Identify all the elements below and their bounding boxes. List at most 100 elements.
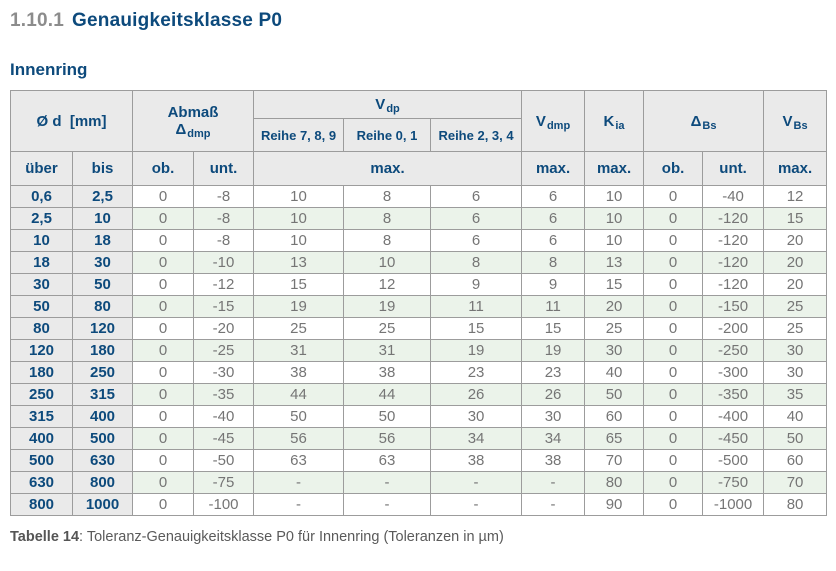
col-header-ob-1: ob.	[132, 151, 195, 186]
value-cell: 26	[430, 383, 523, 406]
value-cell: -8	[193, 185, 255, 208]
value-cell: -40	[702, 185, 765, 208]
value-cell: -	[521, 493, 586, 516]
value-cell: 11	[521, 295, 586, 318]
col-header-dbs: ΔBs	[643, 90, 765, 152]
value-cell: 34	[521, 427, 586, 450]
value-cell: 8	[343, 185, 432, 208]
value-cell: -120	[702, 273, 765, 296]
value-cell: 0	[132, 185, 195, 208]
value-cell: -750	[702, 471, 765, 494]
col-header-vbs: VBs	[763, 90, 828, 152]
value-cell: 6	[430, 185, 523, 208]
value-cell: -10	[193, 251, 255, 274]
range-cell: 30	[71, 251, 134, 274]
value-cell: 25	[253, 317, 345, 340]
range-cell: 250	[71, 361, 134, 384]
range-cell: 250	[10, 383, 73, 406]
value-cell: 0	[643, 449, 704, 472]
range-cell: 800	[10, 493, 73, 516]
value-cell: 30	[521, 405, 586, 428]
value-cell: 15	[253, 273, 345, 296]
value-cell: 0	[643, 317, 704, 340]
range-cell: 0,6	[10, 185, 73, 208]
value-cell: 90	[584, 493, 645, 516]
col-header-vdp: Vdp	[253, 90, 523, 119]
value-cell: -120	[702, 229, 765, 252]
value-cell: 25	[763, 295, 828, 318]
value-cell: 19	[521, 339, 586, 362]
col-header-max-vdp: max.	[253, 151, 523, 186]
value-cell: 20	[763, 273, 828, 296]
value-cell: -	[343, 493, 432, 516]
range-cell: 180	[71, 339, 134, 362]
table-row: 500 630 0 -50 63 63 38 38 70 0 -500 60	[10, 449, 828, 472]
value-cell: 10	[253, 207, 345, 230]
value-cell: -25	[193, 339, 255, 362]
table-row: 250 315 0 -35 44 44 26 26 50 0 -350 35	[10, 383, 828, 406]
value-cell: 40	[584, 361, 645, 384]
range-cell: 10	[10, 229, 73, 252]
col-header-diameter: Ø d [mm]	[9, 90, 134, 152]
value-cell: 10	[584, 229, 645, 252]
value-cell: 25	[584, 317, 645, 340]
range-cell: 18	[10, 251, 73, 274]
value-cell: -	[430, 493, 523, 516]
value-cell: 0	[643, 273, 704, 296]
value-cell: 80	[584, 471, 645, 494]
value-cell: 0	[132, 207, 195, 230]
value-cell: 23	[521, 361, 586, 384]
value-cell: 63	[253, 449, 345, 472]
value-cell: 0	[643, 339, 704, 362]
value-cell: 10	[584, 207, 645, 230]
value-cell: 0	[643, 295, 704, 318]
value-cell: 13	[253, 251, 345, 274]
value-cell: 0	[132, 295, 195, 318]
value-cell: 20	[584, 295, 645, 318]
value-cell: 31	[253, 339, 345, 362]
value-cell: 20	[763, 229, 828, 252]
subsection-heading: Innenring	[10, 60, 88, 79]
value-cell: 60	[584, 405, 645, 428]
value-cell: 8	[343, 229, 432, 252]
value-cell: 15	[763, 207, 828, 230]
col-header-unt-1: unt.	[193, 151, 255, 186]
table-row: 18 30 0 -10 13 10 8 8 13 0 -120 20	[10, 251, 828, 274]
value-cell: 0	[132, 449, 195, 472]
table-caption-label: Tabelle 14	[10, 529, 80, 545]
value-cell: -	[430, 471, 523, 494]
value-cell: 6	[521, 185, 586, 208]
range-cell: 500	[71, 427, 134, 450]
value-cell: 38	[430, 449, 523, 472]
value-cell: 26	[521, 383, 586, 406]
value-cell: -75	[193, 471, 255, 494]
range-cell: 18	[71, 229, 134, 252]
table-row: 400 500 0 -45 56 56 34 34 65 0 -450 50	[10, 427, 828, 450]
value-cell: 0	[643, 361, 704, 384]
value-cell: -8	[193, 207, 255, 230]
value-cell: 31	[343, 339, 432, 362]
value-cell: -	[253, 493, 345, 516]
value-cell: 0	[132, 493, 195, 516]
value-cell: 6	[430, 229, 523, 252]
value-cell: 9	[430, 273, 523, 296]
col-header-reihe-01: Reihe 0, 1	[343, 118, 432, 152]
value-cell: 10	[584, 185, 645, 208]
value-cell: -350	[702, 383, 765, 406]
col-header-unt-2: unt.	[702, 151, 765, 186]
value-cell: 0	[132, 317, 195, 340]
range-cell: 50	[10, 295, 73, 318]
value-cell: 8	[430, 251, 523, 274]
value-cell: 38	[521, 449, 586, 472]
table-row: 50 80 0 -15 19 19 11 11 20 0 -150 25	[10, 295, 828, 318]
value-cell: 0	[643, 251, 704, 274]
value-cell: 8	[343, 207, 432, 230]
range-cell: 120	[71, 317, 134, 340]
value-cell: 15	[584, 273, 645, 296]
value-cell: 0	[643, 383, 704, 406]
value-cell: 10	[253, 185, 345, 208]
value-cell: 13	[584, 251, 645, 274]
range-cell: 1000	[71, 493, 134, 516]
range-cell: 120	[10, 339, 73, 362]
value-cell: 10	[253, 229, 345, 252]
